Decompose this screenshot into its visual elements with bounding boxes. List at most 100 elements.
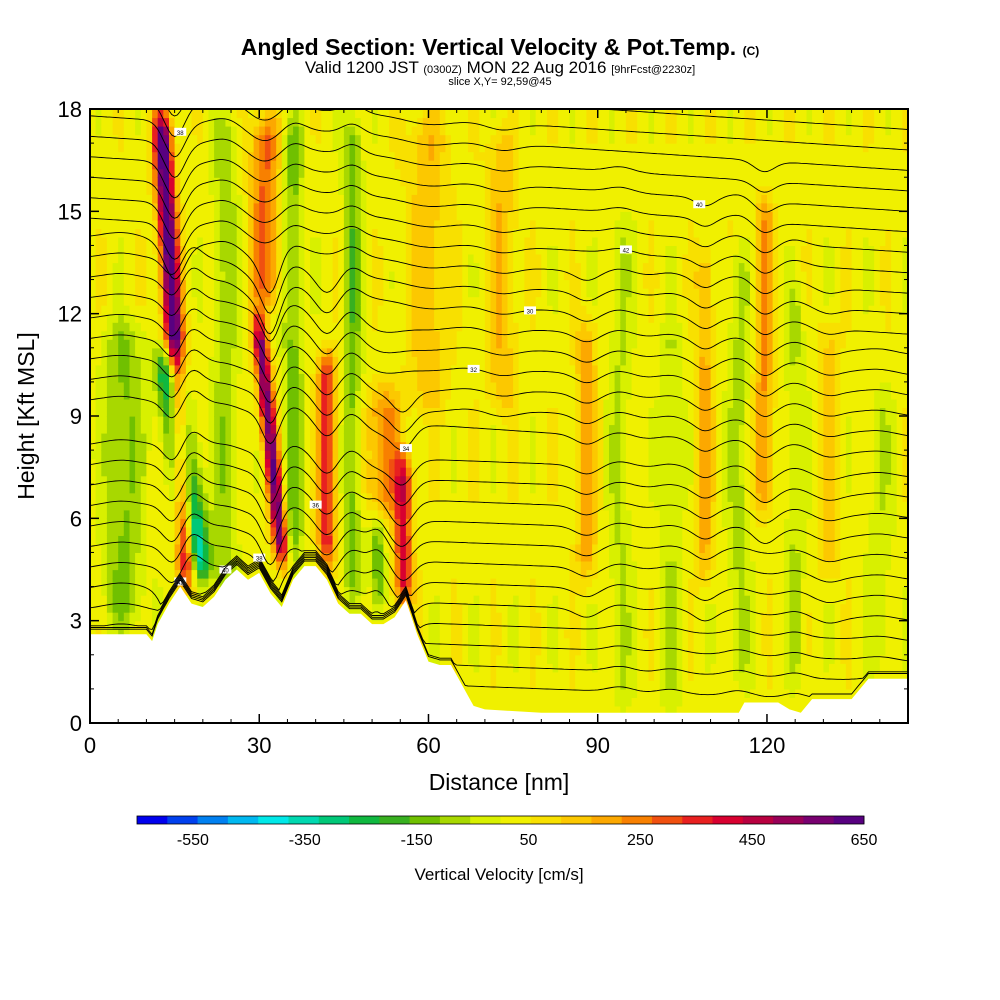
velocity-cell [276, 211, 283, 221]
velocity-cell [394, 211, 401, 221]
velocity-cell [468, 407, 475, 417]
velocity-cell [248, 143, 255, 153]
velocity-cell [242, 305, 249, 315]
velocity-cell [349, 117, 356, 127]
velocity-cell [349, 552, 356, 562]
velocity-cell [157, 236, 164, 246]
velocity-cell [118, 595, 125, 605]
velocity-cell [157, 219, 164, 229]
velocity-cell [298, 561, 305, 571]
velocity-cell [242, 390, 249, 400]
velocity-cell [479, 637, 486, 647]
velocity-cell [293, 535, 300, 545]
velocity-cell [377, 330, 384, 340]
velocity-cell [377, 339, 384, 349]
velocity-cell [411, 160, 418, 170]
velocity-cell [405, 330, 413, 340]
velocity-cell [101, 305, 108, 315]
velocity-cell [208, 407, 215, 417]
velocity-cell [428, 117, 435, 127]
velocity-cell [101, 151, 108, 161]
velocity-cell [270, 279, 277, 289]
velocity-cell [276, 475, 283, 485]
velocity-cell [152, 509, 159, 519]
velocity-cell [422, 279, 429, 289]
velocity-cell [112, 603, 119, 613]
velocity-cell [163, 364, 170, 374]
velocity-cell [394, 262, 401, 272]
velocity-cell [129, 296, 136, 306]
velocity-cell [377, 552, 384, 562]
velocity-cell [400, 526, 407, 536]
velocity-cell [163, 288, 170, 298]
velocity-cell [231, 518, 238, 528]
velocity-cell [123, 279, 130, 289]
velocity-cell [202, 322, 209, 332]
velocity-cell [439, 569, 446, 579]
velocity-cell [338, 569, 345, 579]
velocity-cell [118, 629, 125, 639]
velocity-cell [394, 475, 401, 485]
velocity-cell [231, 381, 238, 391]
velocity-cell [468, 194, 475, 204]
velocity-cell [157, 458, 164, 468]
velocity-cell [208, 381, 215, 391]
velocity-cell [112, 364, 119, 374]
velocity-cell [422, 620, 429, 630]
velocity-cell [462, 339, 469, 349]
velocity-cell [118, 492, 125, 502]
velocity-cell [338, 518, 345, 528]
velocity-cell [163, 407, 170, 417]
velocity-cell [451, 271, 458, 281]
velocity-cell [152, 160, 159, 170]
velocity-cell [202, 245, 209, 255]
velocity-cell [439, 603, 446, 613]
velocity-cell [225, 279, 232, 289]
velocity-cell [123, 501, 130, 511]
velocity-cell [372, 569, 379, 579]
velocity-cell [270, 254, 277, 264]
velocity-cell [281, 117, 288, 127]
velocity-cell [276, 143, 283, 153]
velocity-cell [372, 177, 379, 187]
velocity-cell [208, 356, 215, 366]
velocity-cell [462, 202, 469, 212]
velocity-cell [293, 390, 300, 400]
velocity-cell [270, 151, 277, 161]
velocity-cell [400, 330, 407, 340]
velocity-cell [473, 143, 480, 153]
velocity-cell [163, 271, 170, 281]
velocity-cell [106, 612, 114, 622]
velocity-cell [259, 475, 266, 485]
velocity-cell [349, 364, 356, 374]
velocity-cell [473, 288, 480, 298]
velocity-cell [191, 398, 198, 408]
velocity-cell [411, 586, 418, 596]
velocity-cell [338, 586, 345, 596]
velocity-cell [462, 612, 469, 622]
velocity-cell [389, 339, 396, 349]
velocity-cell [219, 424, 226, 434]
velocity-cell [428, 364, 435, 374]
velocity-cell [118, 509, 125, 519]
velocity-cell [298, 356, 305, 366]
velocity-cell [456, 219, 463, 229]
velocity-cell [264, 288, 272, 298]
velocity-cell [411, 134, 418, 144]
velocity-cell [270, 381, 277, 391]
velocity-cell [276, 339, 283, 349]
velocity-cell [191, 578, 198, 588]
velocity-cell [123, 569, 130, 579]
velocity-cell [360, 467, 367, 477]
velocity-cell [264, 475, 272, 485]
velocity-cell [152, 347, 159, 357]
velocity-cell [445, 313, 452, 323]
velocity-cell [281, 109, 288, 119]
velocity-cell [191, 219, 198, 229]
velocity-cell [202, 441, 209, 451]
velocity-cell [146, 313, 153, 323]
velocity-cell [360, 202, 367, 212]
velocity-cell [422, 202, 429, 212]
velocity-cell [439, 288, 446, 298]
velocity-cell [394, 492, 401, 502]
